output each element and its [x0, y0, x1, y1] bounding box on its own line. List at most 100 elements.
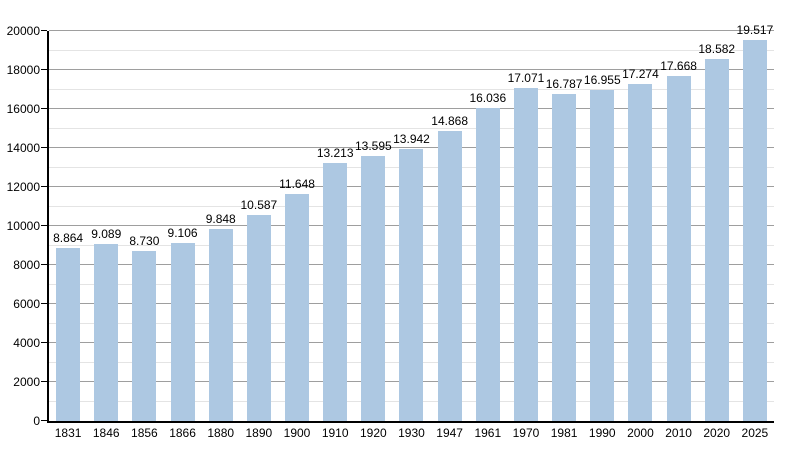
y-tick-label: 12000: [6, 180, 40, 194]
bar: [170, 243, 195, 421]
bar: [361, 155, 386, 421]
bar: [285, 193, 310, 421]
bars-container: 8.864 1831 9.089 1846 8.730 1856 9.106 1866 9.84…: [49, 24, 774, 440]
bar: [437, 131, 462, 421]
bar-slot: 17.668 2010: [660, 31, 698, 440]
x-tick-label: 2010: [665, 426, 692, 440]
bar: [56, 248, 81, 421]
x-tick-label: 1947: [436, 426, 463, 440]
x-tick-label: 2000: [627, 426, 654, 440]
bar: [94, 243, 119, 421]
bar-value-label: 8.864: [53, 231, 84, 246]
y-axis-tick: [41, 264, 47, 265]
bar-value-label: 16.955: [583, 73, 621, 88]
bar: [132, 250, 157, 421]
y-tick-label: 10000: [6, 219, 40, 233]
bar-value-label: 17.274: [622, 67, 659, 82]
y-tick-label: 14000: [6, 141, 40, 155]
bar-value-label: 11.648: [279, 176, 315, 191]
x-tick-label: 1930: [398, 426, 425, 440]
bar-value-label: 14.868: [431, 114, 468, 129]
x-tick-label: 1990: [588, 426, 616, 440]
x-tick-label: 1856: [131, 426, 158, 440]
bar: [704, 58, 729, 421]
y-axis-tick: [41, 147, 47, 148]
bar-value-label: 16.036: [469, 91, 507, 106]
y-tick-label: 18000: [6, 63, 40, 77]
bar-slot: 13.595 1920: [354, 31, 392, 440]
minor-gridline: [49, 127, 774, 129]
x-tick-label: 1910: [321, 426, 349, 440]
bar-slot: 16.955 1990: [583, 31, 621, 440]
x-tick-label: 1831: [54, 426, 82, 440]
x-tick-label: 1920: [359, 426, 387, 440]
bar: [742, 40, 767, 421]
plot-area: 8.864 1831 9.089 1846 8.730 1856 9.106 1866 9.84…: [41, 24, 774, 440]
x-tick-label: 1866: [169, 426, 196, 440]
bar-slot: 16.036 1961: [469, 31, 507, 440]
bar: [552, 93, 577, 421]
major-gridline: [49, 108, 774, 109]
bar-slot: 8.730 1856: [125, 31, 163, 440]
x-tick-label: 1981: [550, 426, 578, 440]
y-axis-tick: [41, 69, 47, 70]
bar-value-label: 9.848: [205, 211, 236, 226]
bar-value-label: 13.595: [354, 138, 392, 153]
y-axis-tick: [41, 186, 47, 187]
y-axis-tick: [41, 303, 47, 304]
y-tick-label: 16000: [6, 102, 40, 116]
y-axis-tick: [41, 342, 47, 343]
bar-value-label: 17.668: [660, 59, 697, 74]
bar: [208, 228, 233, 421]
y-tick-label: 20000: [6, 24, 40, 38]
bar-slot: 9.106 1866: [163, 31, 201, 440]
y-tick-label: 6000: [13, 297, 40, 311]
y-axis-tick: [41, 420, 47, 421]
bar-slot: 19.517 2025: [736, 24, 774, 440]
bar-slot: 10.587 1890: [240, 31, 278, 440]
y-axis-tick: [41, 225, 47, 226]
minor-gridline: [49, 88, 774, 90]
bar-value-label: 18.582: [698, 41, 736, 56]
bar: [399, 149, 424, 421]
y-tick-label: 2000: [13, 375, 40, 389]
y-tick-label: 8000: [13, 258, 40, 272]
bar-slot: 11.648 1900: [278, 31, 316, 440]
major-gridline: [49, 69, 774, 70]
major-gridline: [49, 30, 774, 31]
x-tick-label: 1900: [283, 426, 311, 440]
bar: [513, 88, 538, 421]
y-tick-label: 0: [33, 414, 40, 428]
x-tick-label: 1846: [92, 426, 120, 440]
y-tick-label: 4000: [13, 336, 40, 350]
bar-value-label: 9.089: [91, 226, 122, 241]
y-axis-tick: [41, 108, 47, 109]
bar-slot: 18.582 2020: [698, 31, 736, 440]
major-gridline: [49, 147, 774, 148]
bar-value-label: 8.730: [129, 233, 160, 248]
bar-value-label: 10.587: [240, 197, 278, 212]
x-tick-label: 1890: [245, 426, 273, 440]
bar: [666, 76, 691, 421]
bar-slot: 14.868 1947: [431, 31, 469, 440]
bar: [590, 90, 615, 421]
minor-gridline: [49, 49, 774, 51]
bar-slot: 17.071 1970: [507, 31, 545, 440]
bar: [323, 163, 348, 421]
bar-value-label: 16.787: [545, 76, 583, 91]
x-tick-label: 1970: [512, 426, 540, 440]
y-axis-tick: [41, 30, 47, 31]
bar: [475, 108, 500, 421]
x-tick-label: 2020: [703, 426, 731, 440]
y-axis-tick: [41, 381, 47, 382]
bar-slot: 13.942 1930: [392, 31, 430, 440]
bar-slot: 17.274 2000: [621, 31, 659, 440]
bar-value-label: 19.517: [736, 23, 774, 38]
bar-value-label: 17.071: [507, 71, 545, 86]
bar-value-label: 13.213: [316, 146, 354, 161]
bar-value-label: 9.106: [167, 226, 198, 241]
bar-slot: 9.089 1846: [87, 31, 125, 440]
bar-value-label: 13.942: [393, 132, 430, 147]
bar-slot: 8.864 1831: [49, 31, 87, 440]
